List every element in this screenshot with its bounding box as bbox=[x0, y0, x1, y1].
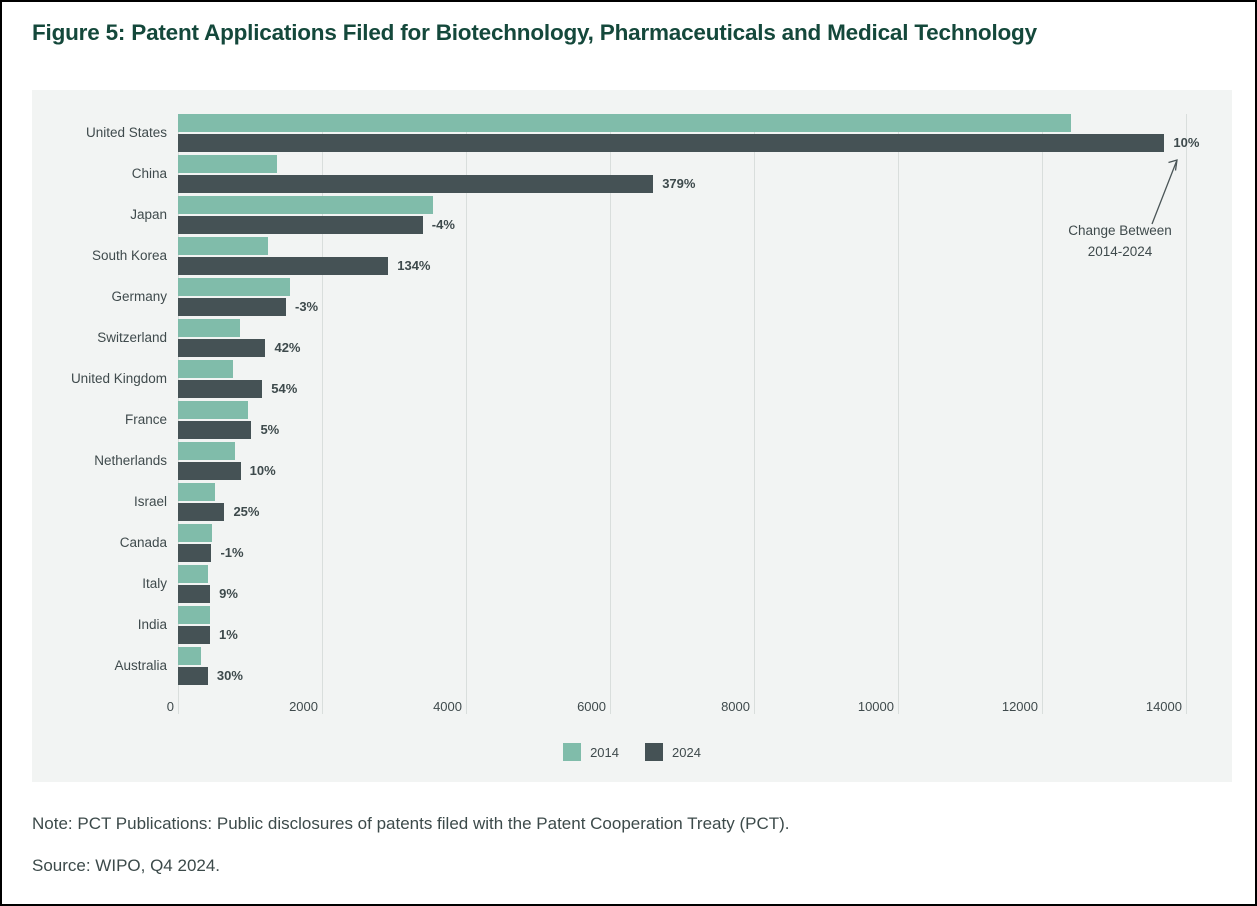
category-label: South Korea bbox=[91, 248, 167, 263]
x-tick-label: 10000 bbox=[857, 699, 894, 714]
category-label: France bbox=[124, 412, 167, 427]
bar-2024 bbox=[178, 339, 266, 357]
change-label: 9% bbox=[219, 586, 238, 601]
bar-2024 bbox=[178, 175, 654, 193]
bar-2024 bbox=[178, 134, 1165, 152]
gridline bbox=[610, 114, 611, 714]
annotation-line-2: 2014-2024 bbox=[1087, 244, 1153, 259]
category-label: Italy bbox=[142, 576, 167, 591]
bar-2024 bbox=[178, 544, 212, 562]
bar-2014 bbox=[178, 360, 233, 378]
legend-label: 2024 bbox=[672, 744, 701, 760]
change-label: 134% bbox=[397, 258, 431, 273]
bar-2014 bbox=[178, 606, 210, 624]
category-label: China bbox=[131, 166, 167, 181]
bar-2024 bbox=[178, 462, 241, 480]
bar-2014 bbox=[178, 442, 235, 460]
legend-label: 2014 bbox=[590, 744, 619, 760]
bar-2014 bbox=[178, 647, 202, 665]
gridline bbox=[898, 114, 899, 714]
change-label: 42% bbox=[274, 340, 301, 355]
change-label: -3% bbox=[295, 299, 319, 314]
category-label: Germany bbox=[111, 289, 167, 304]
bar-2024 bbox=[178, 216, 423, 234]
change-label: 379% bbox=[662, 176, 696, 191]
change-label: 10% bbox=[1173, 135, 1200, 150]
bar-2014 bbox=[178, 196, 433, 214]
legend: 2014 2024 bbox=[32, 743, 1232, 761]
bar-2014 bbox=[178, 319, 240, 337]
bar-2014 bbox=[178, 524, 212, 542]
category-label: Australia bbox=[114, 658, 167, 673]
category-label: India bbox=[137, 617, 167, 632]
bar-2014 bbox=[178, 237, 268, 255]
source-text: Source: WIPO, Q4 2024. bbox=[32, 856, 221, 875]
bar-2024 bbox=[178, 503, 225, 521]
change-label: 30% bbox=[216, 668, 243, 683]
x-tick-label: 4000 bbox=[433, 699, 462, 714]
category-label: Netherlands bbox=[94, 453, 167, 468]
gridline bbox=[754, 114, 755, 714]
change-label: -1% bbox=[220, 545, 244, 560]
annotation-line-1: Change Between bbox=[1068, 223, 1172, 238]
bar-2024 bbox=[178, 626, 211, 644]
change-label: 25% bbox=[233, 504, 260, 519]
bar-2024 bbox=[178, 667, 208, 685]
x-tick-label: 0 bbox=[166, 699, 174, 714]
change-label: 1% bbox=[219, 627, 238, 642]
bar-2014 bbox=[178, 114, 1071, 132]
category-label: United States bbox=[85, 125, 167, 140]
annotation-arrow bbox=[1151, 159, 1178, 225]
x-tick-label: 2000 bbox=[289, 699, 318, 714]
change-annotation: Change Between 2014-2024 bbox=[1045, 220, 1195, 262]
legend-item: 2014 bbox=[563, 743, 619, 761]
chart-panel: 0 2000 4000 6000 8000 10000 12000 14000 United S… bbox=[32, 90, 1232, 782]
bar-2014 bbox=[178, 401, 248, 419]
legend-swatch bbox=[563, 743, 582, 761]
note-text: Note: PCT Publications: Public disclosur… bbox=[32, 814, 790, 833]
x-tick-label: 14000 bbox=[1145, 699, 1182, 714]
change-label: 10% bbox=[249, 463, 276, 478]
bar-2014 bbox=[178, 483, 216, 501]
legend-swatch bbox=[645, 743, 663, 761]
figure-title: Figure 5: Patent Applications Filed for … bbox=[32, 20, 1037, 45]
change-label: -4% bbox=[431, 217, 455, 232]
gridline bbox=[1042, 114, 1043, 714]
category-label: Japan bbox=[130, 207, 167, 222]
x-tick-label: 8000 bbox=[721, 699, 750, 714]
bar-2014 bbox=[178, 565, 208, 583]
bar-2014 bbox=[178, 278, 290, 296]
x-tick-label: 6000 bbox=[577, 699, 606, 714]
change-label: 54% bbox=[271, 381, 298, 396]
change-label: 5% bbox=[260, 422, 280, 437]
x-tick-label: 12000 bbox=[1001, 699, 1038, 714]
bar-2024 bbox=[178, 380, 263, 398]
bar-2024 bbox=[178, 298, 286, 316]
gridline bbox=[322, 114, 323, 714]
bar-2014 bbox=[178, 155, 278, 173]
gridline bbox=[466, 114, 467, 714]
plot-area: 0 2000 4000 6000 8000 10000 12000 14000 United S… bbox=[71, 114, 1199, 714]
bar-2024 bbox=[178, 257, 389, 275]
category-label: United Kingdom bbox=[70, 371, 167, 386]
bar-2024 bbox=[178, 585, 211, 603]
category-label: Israel bbox=[133, 494, 167, 509]
category-label: Canada bbox=[119, 535, 167, 550]
bar-2024 bbox=[178, 421, 252, 439]
category-label: Switzerland bbox=[97, 330, 167, 345]
gridline bbox=[1186, 114, 1187, 714]
legend-item: 2024 bbox=[645, 743, 701, 761]
